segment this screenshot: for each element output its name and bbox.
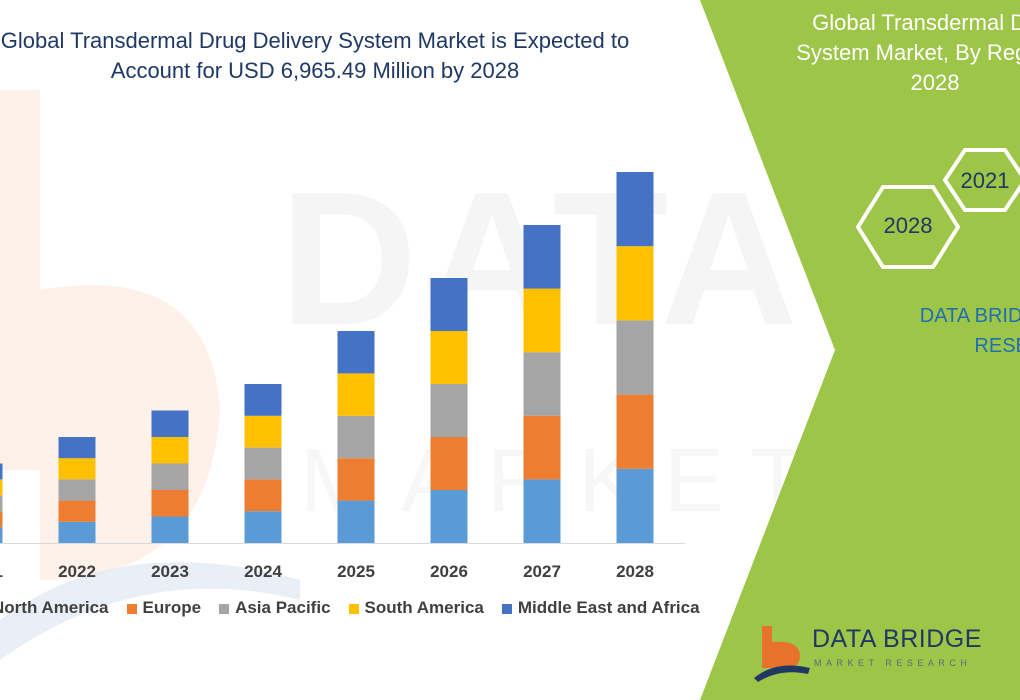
chart-title-line-2: Account for USD 6,965.49 Million by 2028: [110, 58, 520, 83]
bar-segment-2027-0: [523, 479, 561, 543]
bar-segment-2028-0: [616, 468, 654, 543]
logo-wordmark: DATA BRIDGE: [812, 625, 982, 653]
x-tick-label-2024: 2024: [244, 562, 282, 581]
chart-legend: North America Europe Asia Pacific South Ame…: [0, 598, 718, 618]
bar-segment-2023-4: [151, 410, 189, 437]
chart-title: Global Transdermal Drug Delivery System …: [0, 26, 640, 86]
legend-swatch: [501, 603, 512, 614]
bar-segment-2022-2: [58, 479, 96, 501]
bar-segment-2021-2: [0, 495, 3, 512]
x-tick-label-2023: 2023: [151, 562, 189, 581]
logo-tagline: MARKET RESEARCH: [814, 658, 972, 668]
x-tick-label-2025: 2025: [337, 562, 375, 581]
bar-segment-2024-0: [244, 511, 282, 543]
bar-segment-2021-1: [0, 511, 3, 528]
bar-segment-2027-4: [523, 225, 561, 289]
bar-segment-2025-3: [337, 373, 375, 416]
panel-title-line-1: Global Transdermal Drug: [812, 10, 1020, 35]
bar-segment-2021-3: [0, 479, 3, 496]
bar-segment-2028-2: [616, 320, 654, 395]
legend-label: Middle East and Africa: [517, 598, 700, 617]
bar-segment-2023-0: [151, 516, 189, 543]
bar-segment-2026-1: [430, 437, 468, 490]
bar-segment-2027-3: [523, 288, 561, 353]
legend-item-3: South America: [348, 598, 484, 618]
bar-segment-2025-4: [337, 331, 375, 374]
bar-segment-2028-3: [616, 246, 654, 321]
legend-swatch: [348, 603, 359, 614]
panel-title-line-2: System Market, By Regions,: [796, 40, 1020, 65]
bar-segment-2027-1: [523, 415, 561, 480]
bar-segment-2026-0: [430, 490, 468, 543]
x-tick-label-2021: 2021: [0, 562, 3, 581]
stacked-bar-chart: 2021 2022 2023 2024 2025 2026 2027 2028: [0, 172, 685, 581]
x-tick-label-2026: 2026: [430, 562, 468, 581]
bar-segment-2025-0: [337, 500, 375, 543]
bar-segment-2022-4: [58, 437, 96, 459]
bar-segment-2023-1: [151, 490, 189, 517]
bar-segment-2021-0: [0, 527, 3, 543]
bar-segment-2022-1: [58, 500, 96, 522]
panel-title: Global Transdermal Drug System Market, B…: [735, 8, 1020, 98]
data-bridge-logo-icon: [754, 626, 810, 682]
bar-segment-2025-1: [337, 458, 375, 501]
bar-segment-2024-2: [244, 447, 282, 480]
legend-item-4: Middle East and Africa: [501, 598, 700, 618]
x-tick-label-2027: 2027: [523, 562, 561, 581]
bar-segment-2028-1: [616, 394, 654, 469]
bar-segment-2023-3: [151, 437, 189, 464]
legend-swatch: [126, 603, 137, 614]
bar-segment-2026-4: [430, 278, 468, 331]
legend-item-0: North America: [0, 598, 109, 618]
bar-segment-2021-4: [0, 463, 3, 480]
legend-label: South America: [364, 598, 484, 617]
bar-segment-2025-2: [337, 415, 375, 459]
bar-segment-2022-3: [58, 458, 96, 480]
panel-brand-line-2: RESEARCH: [974, 335, 1020, 357]
panel-title-line-3: 2028: [910, 70, 960, 95]
bar-segment-2026-2: [430, 384, 468, 437]
panel-brand-line-1: DATA BRIDGE MARKET: [919, 305, 1020, 327]
legend-label: Asia Pacific: [235, 598, 331, 617]
bar-segment-2024-4: [244, 384, 282, 416]
bar-segment-2023-2: [151, 463, 189, 490]
bar-segment-2028-4: [616, 172, 654, 247]
bar-segment-2022-0: [58, 521, 96, 543]
bar-segment-2024-3: [244, 415, 282, 448]
legend-label: Europe: [142, 598, 202, 617]
x-tick-label-2028: 2028: [616, 562, 654, 581]
hexagon-2028-label: 2028: [883, 213, 933, 238]
legend-item-2: Asia Pacific: [219, 598, 331, 618]
bar-segment-2027-2: [523, 352, 561, 416]
legend-swatch: [219, 603, 230, 614]
legend-label: North America: [0, 598, 109, 617]
bar-segment-2024-1: [244, 479, 282, 512]
legend-item-1: Europe: [126, 598, 202, 618]
x-tick-label-2022: 2022: [58, 562, 96, 581]
chart-title-line-1: Global Transdermal Drug Delivery System …: [0, 28, 630, 53]
bar-segment-2026-3: [430, 331, 468, 384]
hexagon-2021-label: 2021: [960, 168, 1010, 193]
